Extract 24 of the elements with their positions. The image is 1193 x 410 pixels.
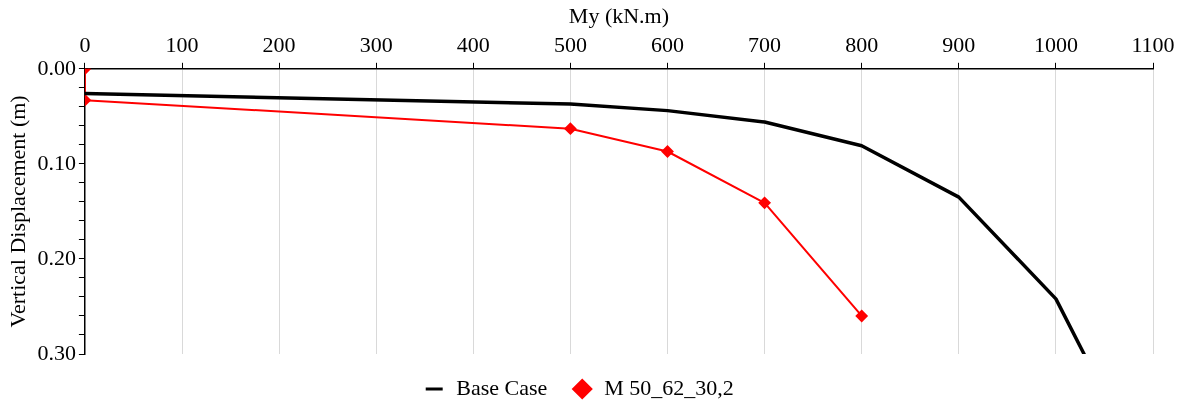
x-tick-label: 900 (942, 32, 976, 58)
point (758, 196, 771, 209)
x-tick-label: 100 (165, 32, 199, 58)
x-axis-title: My (kN.m) (568, 2, 670, 28)
x-tick-label: 800 (845, 32, 879, 58)
y-tick-label: 0.20 (37, 244, 76, 270)
x-tick-label: 300 (359, 32, 393, 58)
x-tick-label: 700 (748, 32, 782, 58)
point (564, 122, 577, 135)
x-tick-label: 500 (553, 32, 587, 58)
x-tick-label: 600 (651, 32, 684, 58)
point (855, 309, 868, 322)
legend-label: M 50_62_30,2 (604, 374, 734, 400)
y-axis-title: Vertical Displacement (m) (4, 95, 30, 328)
x-tick-label: 400 (456, 32, 490, 58)
y-tick-label: 0.00 (37, 54, 76, 80)
point (661, 145, 674, 158)
x-tick-label: 200 (262, 32, 296, 58)
x-tick-label: 1000 (1033, 32, 1078, 58)
x-tick-label: 0 (79, 32, 91, 58)
legend-label: Base Case (456, 374, 548, 400)
x-tick-label: 1100 (1131, 32, 1175, 58)
y-tick-label: 0.30 (37, 339, 76, 365)
y-tick-label: 0.10 (37, 149, 76, 175)
